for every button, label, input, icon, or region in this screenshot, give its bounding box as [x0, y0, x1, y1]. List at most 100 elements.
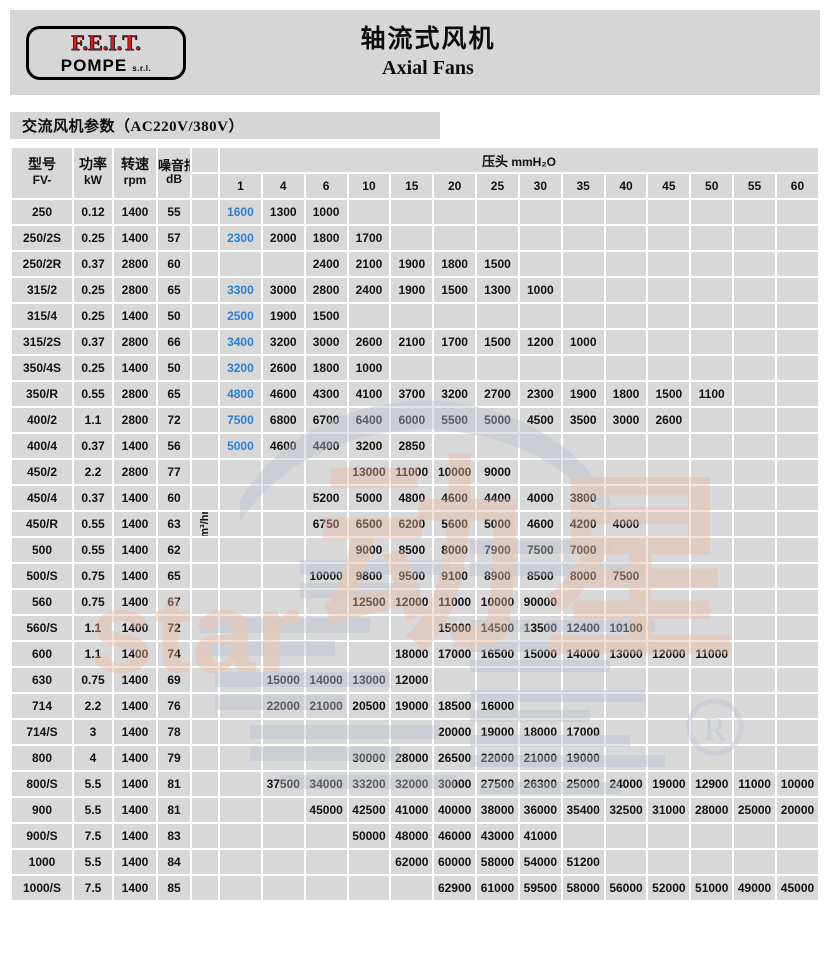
cell-model: 350/4S: [12, 356, 72, 380]
cell-pressure-value: [519, 694, 561, 718]
cell-pressure-value: [305, 616, 347, 640]
cell-pressure-value: [648, 720, 690, 744]
cell-pressure-value: 8500: [391, 538, 433, 562]
cell-pressure-value: [691, 512, 733, 536]
cell-pressure-value: 32000: [391, 772, 433, 796]
table-row: 250/2S 0.25 1400 57 2300 2000 1800 1700: [12, 226, 818, 250]
cell-speed: 1400: [114, 798, 156, 822]
cell-pressure-value: 58000: [562, 876, 604, 900]
cell-pressure-value: [519, 304, 561, 328]
cell-pressure-value: 48000: [391, 824, 433, 848]
cell-pressure-value: [477, 200, 518, 224]
cell-pressure-value: [220, 486, 261, 510]
table-row: 450/R 0.55 1400 63 m³/hr 6750 6500 6200 5600 5000…: [12, 512, 818, 536]
cell-model: 714/S: [12, 720, 72, 744]
col-header-pressure-6: 6: [305, 174, 347, 198]
cell-pressure-value: [305, 746, 347, 770]
cell-spacer: [192, 824, 218, 848]
cell-pressure-value: 62900: [434, 876, 476, 900]
cell-pressure-value: [220, 642, 261, 666]
page-title-english: Axial Fans: [382, 57, 474, 80]
cell-pressure-value: [262, 564, 304, 588]
cell-pressure-value: 4500: [519, 408, 561, 432]
cell-pressure-value: [734, 512, 775, 536]
cell-model: 800: [12, 746, 72, 770]
cell-pressure-value: 2100: [391, 330, 433, 354]
cell-pressure-value: [648, 226, 690, 250]
cell-noise: 55: [158, 200, 190, 224]
cell-pressure-value: 2600: [648, 408, 690, 432]
cell-speed: 1400: [114, 434, 156, 458]
cell-pressure-value: [262, 252, 304, 276]
cell-pressure-value: [348, 876, 390, 900]
cell-pressure-value: [434, 434, 476, 458]
cell-pressure-value: [562, 824, 604, 848]
cell-pressure-value: 1000: [562, 330, 604, 354]
cell-pressure-value: [734, 408, 775, 432]
cell-pressure-value: 4000: [605, 512, 647, 536]
cell-pressure-value: [776, 564, 818, 588]
cell-speed: 1400: [114, 850, 156, 874]
cell-model: 250: [12, 200, 72, 224]
cell-pressure-value: [562, 434, 604, 458]
cell-pressure-value: 19000: [648, 772, 690, 796]
cell-pressure-value: [734, 564, 775, 588]
cell-pressure-value: [691, 226, 733, 250]
cell-pressure-value: 1500: [434, 278, 476, 302]
cell-pressure-value: [734, 460, 775, 484]
cell-pressure-value: 2600: [348, 330, 390, 354]
cell-pressure-value: [605, 538, 647, 562]
cell-power: 0.25: [74, 278, 112, 302]
cell-pressure-value: [734, 746, 775, 770]
cell-speed: 2800: [114, 382, 156, 406]
cell-pressure-value: [220, 772, 261, 796]
cell-pressure-value: [220, 460, 261, 484]
cell-pressure-value: 51200: [562, 850, 604, 874]
cell-pressure-value: 31000: [648, 798, 690, 822]
cell-power: 0.12: [74, 200, 112, 224]
cell-pressure-value: 18000: [519, 720, 561, 744]
cell-noise: 85: [158, 876, 190, 900]
cell-pressure-value: 8000: [562, 564, 604, 588]
cell-pressure-value: 5200: [305, 486, 347, 510]
cell-pressure-value: [776, 304, 818, 328]
cell-speed: 1400: [114, 512, 156, 536]
cell-pressure-value: [562, 590, 604, 614]
cell-pressure-value: [305, 590, 347, 614]
cell-pressure-value: 5000: [348, 486, 390, 510]
cell-pressure-value: [305, 876, 347, 900]
cell-model: 315/4: [12, 304, 72, 328]
cell-pressure-value: 42500: [348, 798, 390, 822]
cell-power: 2.2: [74, 694, 112, 718]
cell-spacer: [192, 252, 218, 276]
cell-pressure-value: [734, 720, 775, 744]
cell-pressure-value: 28000: [391, 746, 433, 770]
cell-spacer: [192, 564, 218, 588]
cell-pressure-value: [776, 538, 818, 562]
cell-pressure-value: 8500: [519, 564, 561, 588]
cell-pressure-value: 22000: [477, 746, 518, 770]
cell-pressure-value: [776, 668, 818, 692]
cell-noise: 50: [158, 356, 190, 380]
cell-pressure-value: [562, 460, 604, 484]
cell-speed: 1400: [114, 564, 156, 588]
cell-pressure-value: 1800: [305, 356, 347, 380]
cell-pressure-value: 21000: [305, 694, 347, 718]
table-row: 250 0.12 1400 55 1600 1300 1000: [12, 200, 818, 224]
cell-pressure-value: 3500: [562, 408, 604, 432]
cell-pressure-value: 40000: [434, 798, 476, 822]
cell-power: 0.75: [74, 590, 112, 614]
cell-pressure-value: [648, 590, 690, 614]
cell-pressure-value: [776, 720, 818, 744]
cell-power: 0.37: [74, 252, 112, 276]
cell-model: 1000: [12, 850, 72, 874]
cell-pressure-value: [605, 304, 647, 328]
cell-pressure-value: 1900: [391, 252, 433, 276]
cell-pressure-value: [776, 356, 818, 380]
cell-spacer: [192, 590, 218, 614]
cell-spacer: [192, 434, 218, 458]
cell-pressure-value: 1800: [605, 382, 647, 406]
cell-pressure-value: 1500: [648, 382, 690, 406]
cell-pressure-value: 4400: [477, 486, 518, 510]
cell-pressure-value: [734, 824, 775, 848]
